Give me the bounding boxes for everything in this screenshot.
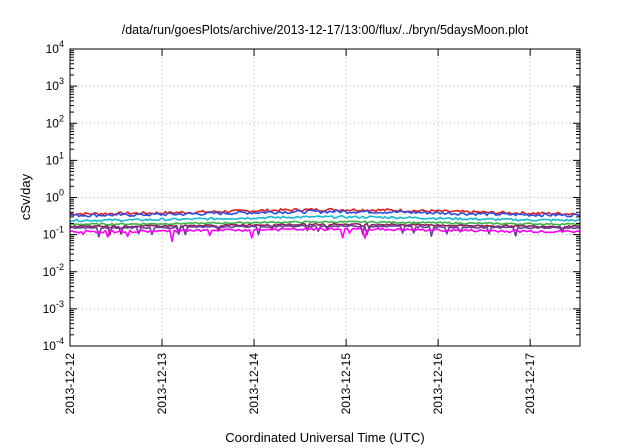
series-layer [69,207,581,243]
y-axis: 104 103 102 101 100 10-1 10-2 10-3 10-4 [43,39,580,353]
x-axis: 2013-12-12 2013-12-13 2013-12-14 2013-12-15… [63,49,537,414]
x-tick-label: 2013-12-15 [339,353,353,415]
x-tick-label: 2013-12-17 [523,353,537,415]
grid [70,49,580,346]
series-line [69,224,581,238]
y-tick-label: 103 [46,76,64,93]
y-tick-label: 10-2 [43,262,64,279]
x-tick-label: 2013-12-13 [155,353,169,415]
x-axis-title: Coordinated Universal Time (UTC) [225,430,424,445]
y-tick-label: 104 [46,39,64,56]
x-tick-label: 2013-12-16 [431,353,445,415]
series-line [69,209,581,218]
series-line [69,220,581,226]
chart-title: /data/run/goesPlots/archive/2013-12-17/1… [122,23,529,37]
x-tick-label: 2013-12-12 [63,353,77,415]
y-tick-label: 10-4 [43,336,64,353]
x-tick-label: 2013-12-14 [247,353,261,415]
series-line [69,227,581,243]
y-tick-label: 102 [46,113,64,130]
y-tick-label: 10-1 [43,225,64,242]
y-tick-label: 101 [46,150,64,167]
y-axis-title: cSv/day [18,173,33,220]
series-line [69,215,581,223]
y-tick-label: 100 [46,188,64,205]
y-tick-label: 10-3 [43,299,64,316]
